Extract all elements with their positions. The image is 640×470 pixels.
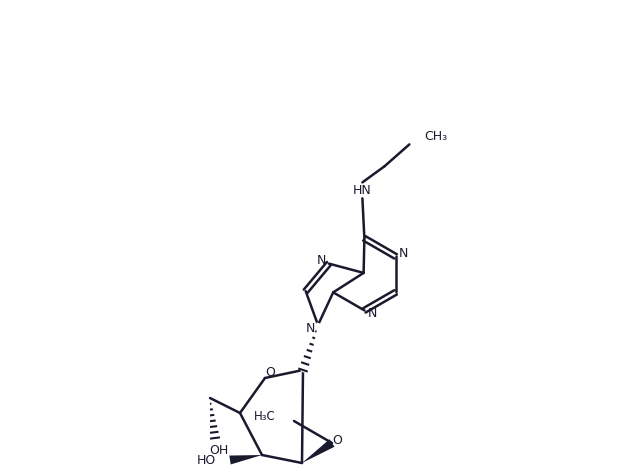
Polygon shape [302, 439, 335, 463]
Text: N: N [399, 247, 408, 260]
Text: HO: HO [196, 454, 216, 468]
Text: N: N [317, 254, 326, 267]
Text: O: O [332, 434, 342, 447]
Text: H₃C: H₃C [254, 410, 276, 423]
Polygon shape [229, 455, 262, 464]
Text: O: O [265, 366, 275, 378]
Text: CH₃: CH₃ [424, 130, 447, 143]
Text: N: N [368, 307, 377, 320]
Text: N: N [305, 321, 315, 335]
Text: OH: OH [209, 444, 228, 456]
Text: HN: HN [353, 184, 372, 197]
